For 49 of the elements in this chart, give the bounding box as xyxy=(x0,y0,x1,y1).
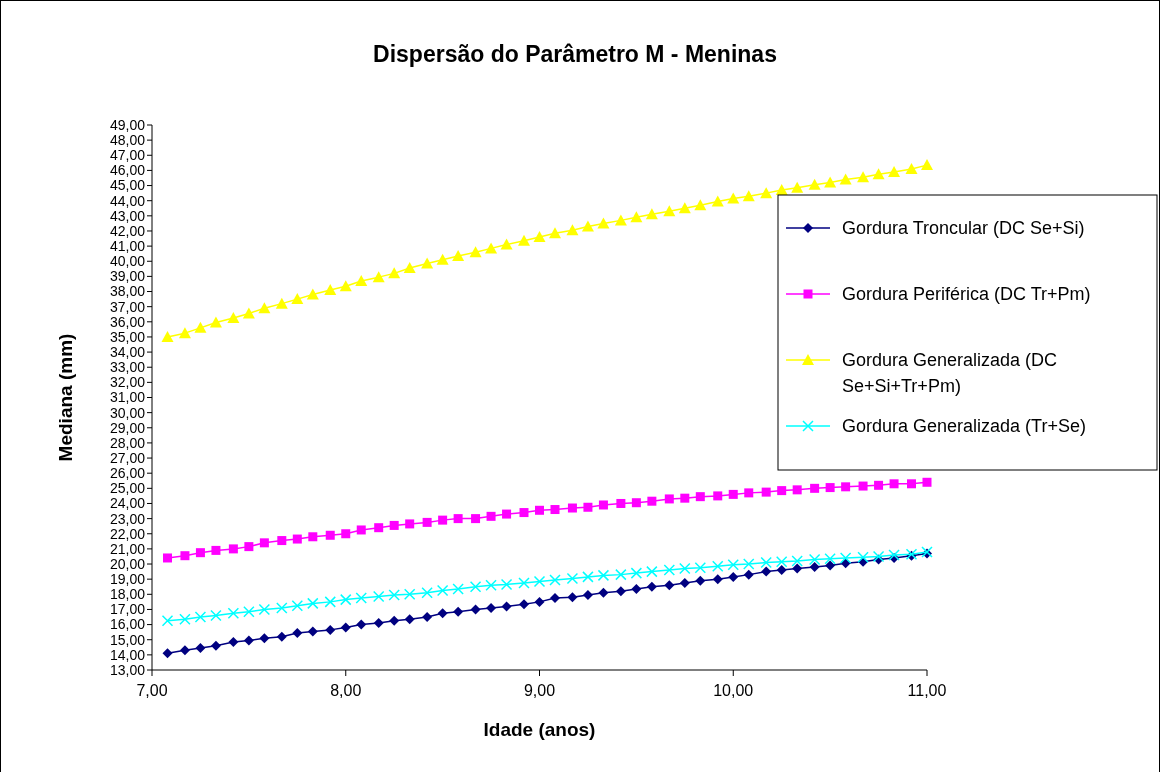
y-tick-label: 30,00 xyxy=(109,404,146,421)
y-tick-label: 17,00 xyxy=(109,601,146,618)
y-tick-label: 24,00 xyxy=(109,495,146,512)
y-tick-label: 31,00 xyxy=(109,389,146,406)
x-tick-label: 9,00 xyxy=(523,682,556,699)
y-tick-label: 45,00 xyxy=(109,177,146,194)
y-tick-label: 34,00 xyxy=(109,343,146,360)
y-tick-label: 27,00 xyxy=(109,449,146,466)
y-tick-label: 43,00 xyxy=(109,207,146,224)
legend-label: Gordura Periférica (DC Tr+Pm) xyxy=(842,284,1091,305)
y-tick-label: 23,00 xyxy=(109,510,146,527)
y-tick-label: 47,00 xyxy=(109,147,146,164)
y-tick-label: 15,00 xyxy=(109,631,146,648)
y-tick-label: 32,00 xyxy=(109,374,146,391)
y-tick-label: 39,00 xyxy=(109,268,146,285)
legend-label: Gordura Generalizada (Tr+Se) xyxy=(842,416,1086,437)
y-tick-label: 33,00 xyxy=(109,359,146,376)
chart-title: Dispersão do Parâmetro M - Meninas xyxy=(373,41,777,67)
x-tick-label: 7,00 xyxy=(136,682,168,699)
y-tick-label: 25,00 xyxy=(109,480,146,497)
y-tick-label: 44,00 xyxy=(109,192,146,209)
y-tick-label: 46,00 xyxy=(109,162,146,179)
y-tick-label: 29,00 xyxy=(109,419,146,436)
x-axis-title: Idade (anos) xyxy=(483,719,596,740)
y-tick-label: 16,00 xyxy=(109,616,146,633)
legend-label: Gordura Generalizada (DC Se+Si+Tr+Pm) xyxy=(842,350,1058,397)
y-tick-label: 41,00 xyxy=(109,238,146,255)
y-tick-label: 26,00 xyxy=(109,465,146,482)
y-tick-label: 48,00 xyxy=(109,132,146,149)
y-tick-label: 49,00 xyxy=(109,116,146,133)
y-tick-label: 35,00 xyxy=(109,328,146,345)
y-tick-label: 13,00 xyxy=(109,661,146,678)
y-tick-label: 36,00 xyxy=(109,313,146,330)
legend-label: Gordura Troncular (DC Se+Si) xyxy=(842,218,1085,239)
y-tick-label: 20,00 xyxy=(109,555,146,572)
x-tick-label: 10,00 xyxy=(713,682,754,699)
y-tick-label: 40,00 xyxy=(109,253,146,270)
y-tick-label: 19,00 xyxy=(109,571,146,588)
x-tick-label: 8,00 xyxy=(330,682,362,699)
y-tick-label: 14,00 xyxy=(109,646,146,663)
y-tick-label: 21,00 xyxy=(109,540,146,557)
y-tick-label: 38,00 xyxy=(109,283,146,300)
y-axis-title: Mediana (mm) xyxy=(55,333,76,462)
y-tick-label: 42,00 xyxy=(109,222,146,239)
y-tick-label: 22,00 xyxy=(109,525,146,542)
y-tick-label: 37,00 xyxy=(109,298,146,315)
y-tick-label: 18,00 xyxy=(109,586,146,603)
x-tick-label: 11,00 xyxy=(907,682,947,699)
y-tick-label: 28,00 xyxy=(109,434,146,451)
